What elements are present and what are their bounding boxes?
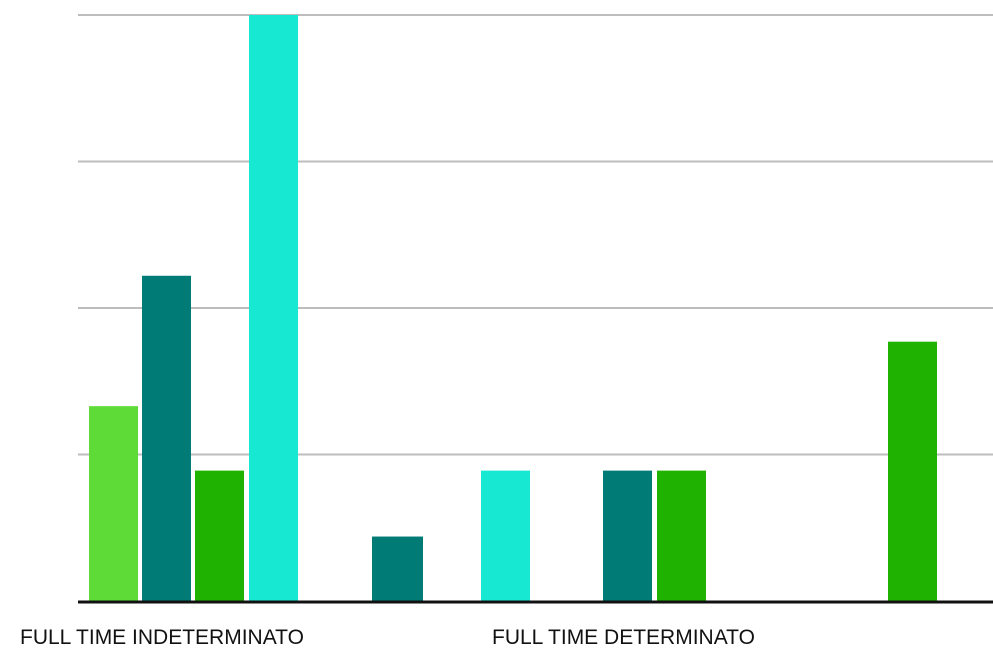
bars: [89, 15, 937, 601]
bar: [89, 406, 138, 601]
gridlines: [78, 14, 993, 456]
category-label: FULL TIME DETERMINATO: [492, 626, 755, 649]
bar: [888, 341, 937, 601]
bar: [372, 536, 423, 601]
bar: [657, 470, 706, 601]
category-label: FULL TIME INDETERMINATO: [20, 626, 304, 649]
bar: [195, 470, 244, 601]
bar: [142, 275, 191, 601]
bar: [249, 15, 298, 601]
bar: [481, 470, 530, 601]
bar: [603, 470, 652, 601]
